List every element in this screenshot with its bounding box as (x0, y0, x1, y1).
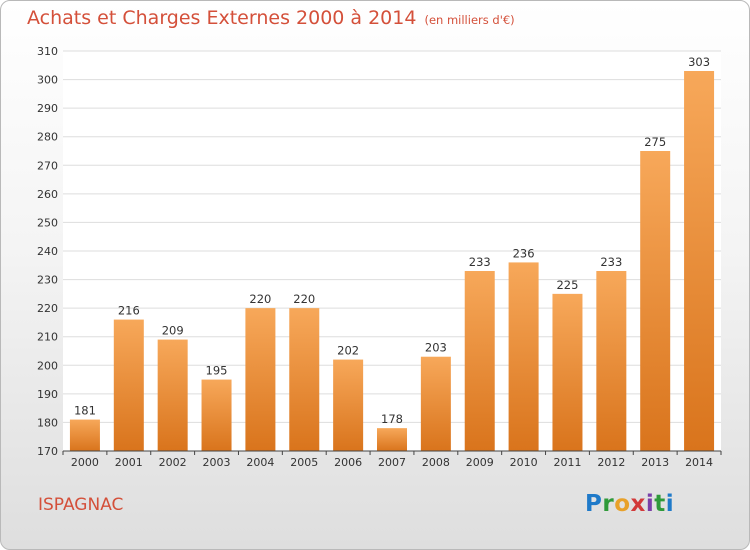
value-label-2012: 233 (600, 255, 622, 269)
value-label-2002: 209 (162, 324, 184, 338)
x-tick-label-2010: 2010 (510, 456, 538, 469)
y-tick-label: 180 (37, 416, 58, 429)
x-tick-label-2001: 2001 (115, 456, 143, 469)
y-tick-label: 310 (37, 45, 58, 58)
y-tick-label: 270 (37, 159, 58, 172)
y-tick-label: 190 (37, 388, 58, 401)
x-tick-label-2006: 2006 (334, 456, 362, 469)
value-label-2011: 225 (556, 278, 578, 292)
value-label-2014: 303 (688, 55, 710, 69)
chart-title-text: Achats et Charges Externes 2000 à 2014 (27, 7, 417, 29)
commune-name: ISPAGNAC (38, 495, 124, 515)
y-tick-label: 210 (37, 331, 58, 344)
bar-2008 (420, 356, 451, 451)
chart-title: Achats et Charges Externes 2000 à 2014 (e… (27, 7, 515, 29)
value-label-2006: 202 (337, 344, 359, 358)
x-axis-ticks: 2000 2001 2002 2003 2004 2005 2006 2007 2008 2009… (62, 451, 722, 469)
bar-2005 (289, 308, 320, 451)
value-label-2005: 220 (293, 292, 315, 306)
bar-2014 (684, 71, 715, 451)
x-tick-label-2011: 2011 (553, 456, 581, 469)
y-tick-label: 260 (37, 188, 58, 201)
value-label-2007: 178 (381, 412, 403, 426)
value-label-2008: 203 (425, 341, 447, 355)
y-tick-label: 240 (37, 245, 58, 258)
bar-2012 (596, 271, 627, 451)
bar-2009 (464, 271, 495, 451)
y-tick-label: 290 (37, 102, 58, 115)
y-tick-label: 250 (37, 216, 58, 229)
bar-2003 (201, 379, 232, 451)
value-label-2009: 233 (469, 255, 491, 269)
bar-2010 (508, 262, 539, 451)
bar-2004 (245, 308, 276, 451)
bars: 181 216 209 195 220 220 202 178 203 233 236 225 233 2… (69, 55, 715, 451)
bar-2002 (157, 339, 188, 451)
x-tick-label-2002: 2002 (159, 456, 187, 469)
bar-2007 (377, 428, 407, 451)
x-tick-label-2009: 2009 (466, 456, 494, 469)
y-tick-label: 230 (37, 274, 58, 287)
x-tick-label-2004: 2004 (246, 456, 274, 469)
y-tick-label: 220 (37, 302, 58, 315)
chart-unit-note: (en milliers d'€) (424, 13, 515, 27)
x-tick-label-2013: 2013 (641, 456, 669, 469)
y-tick-label: 280 (37, 131, 58, 144)
x-tick-label-2005: 2005 (290, 456, 318, 469)
value-label-2013: 275 (644, 135, 666, 149)
bar-2011 (552, 293, 583, 451)
bar-2013 (640, 151, 671, 451)
x-tick-label-2000: 2000 (71, 456, 99, 469)
bar-2000 (69, 419, 100, 451)
value-label-2010: 236 (513, 246, 535, 260)
value-label-2003: 195 (206, 364, 228, 378)
value-label-2004: 220 (249, 292, 271, 306)
y-tick-label: 300 (37, 74, 58, 87)
bar-2001 (113, 319, 144, 451)
value-label-2001: 216 (118, 304, 140, 318)
value-label-2000: 181 (74, 404, 96, 418)
y-axis-ticks: 170 180 190 200 210 220 230 240 250 260 270 280 290 3… (37, 45, 58, 458)
x-tick-label-2007: 2007 (378, 456, 406, 469)
x-tick-label-2008: 2008 (422, 456, 450, 469)
proxiti-logo: Proxiti (585, 491, 675, 517)
x-tick-label-2012: 2012 (597, 456, 625, 469)
y-tick-label: 170 (37, 445, 58, 458)
y-tick-label: 200 (37, 359, 58, 372)
x-tick-label-2014: 2014 (685, 456, 713, 469)
x-tick-label-2003: 2003 (203, 456, 231, 469)
bar-2006 (333, 359, 364, 451)
